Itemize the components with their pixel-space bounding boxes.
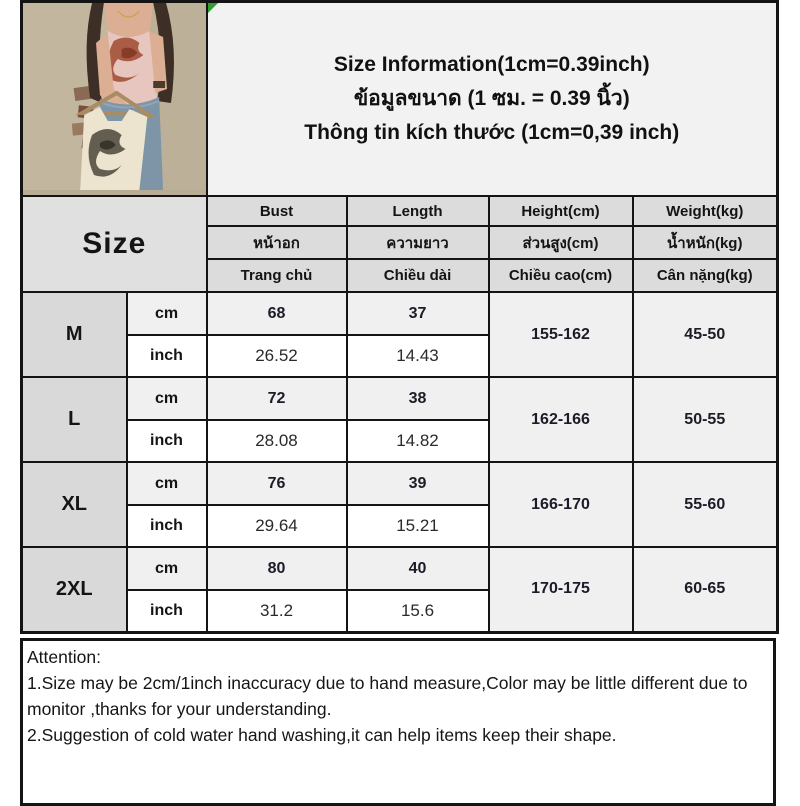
2xl-length-inch: 15.6: [345, 589, 490, 633]
table-row-m-cm: M cm 68 37 155-162 45-50: [20, 291, 779, 378]
2xl-bust-cm: 80: [205, 546, 348, 591]
table-row-2xl-cm: 2XL cm 80 40 170-175 60-65: [20, 546, 779, 633]
col-bust-th: หน้าอก: [205, 225, 348, 260]
title-th: ข้อมูลขนาด (1 ซม. = 0.39 นิ้ว): [353, 86, 630, 110]
unit-cm-label: cm: [125, 461, 208, 506]
title-block: Size Information(1cm=0.39inch) ข้อมูลขนา…: [209, 48, 776, 150]
table-row-l-inch: inch 28.08 14.82: [22, 419, 778, 463]
col-weight-th: น้ำหนัก(kg): [631, 225, 779, 260]
xl-length-cm: 39: [345, 461, 490, 506]
header-row-th: หน้าอก ความยาว ส่วนสูง(cm) น้ำหนัก(kg): [22, 225, 779, 260]
header-row-vi: Trang chủ Chiều dài Chiều cao(cm) Cân nặ…: [22, 258, 779, 293]
corner-flag-icon: [208, 3, 218, 13]
col-height-en: Height(cm): [487, 195, 634, 227]
table-row-l-cm: L cm 72 38 162-166 50-55: [20, 376, 779, 463]
m-bust-cm: 68: [205, 291, 348, 336]
col-bust-vi: Trang chủ: [205, 258, 348, 293]
table-row-xl-inch: inch 29.64 15.21: [22, 504, 778, 548]
l-length-inch: 14.82: [345, 419, 490, 463]
m-length-inch: 14.43: [345, 334, 490, 378]
title-cell: Size Information(1cm=0.39inch) ข้อมูลขนา…: [205, 0, 779, 197]
attention-notes: Attention: 1.Size may be 2cm/1inch inacc…: [20, 637, 776, 806]
unit-cm-label: cm: [125, 291, 208, 336]
size-table: Size Information(1cm=0.39inch) ข้อมูลขนา…: [20, 0, 780, 634]
size-label-m: M: [20, 291, 128, 378]
attention-heading: Attention:: [27, 646, 101, 667]
size-label-l: L: [20, 376, 128, 463]
table-row-xl-cm: XL cm 76 39 166-170 55-60: [20, 461, 779, 548]
2xl-height-range: 170-175: [487, 546, 634, 633]
col-weight-en: Weight(kg): [631, 195, 779, 227]
title-en: Size Information(1cm=0.39inch): [333, 52, 650, 76]
table-row-2xl-inch: inch 31.2 15.6: [22, 589, 778, 633]
product-photo-illustration: [23, 3, 205, 191]
size-chart-sheet: Size Information(1cm=0.39inch) ข้อมูลขนา…: [20, 0, 780, 806]
unit-inch-label: inch: [125, 334, 208, 378]
unit-inch-label: inch: [125, 504, 208, 548]
table-row-m-inch: inch 26.52 14.43: [22, 334, 778, 378]
m-bust-inch: 26.52: [205, 334, 348, 378]
xl-weight-range: 55-60: [631, 461, 779, 548]
header-row-en: Size Bust Length Height(cm) Weight(kg): [20, 195, 779, 293]
attention-note-1: 1.Size may be 2cm/1inch inaccuracy due t…: [27, 672, 748, 719]
col-height-th: ส่วนสูง(cm): [487, 225, 634, 260]
l-weight-range: 50-55: [631, 376, 779, 463]
col-bust-en: Bust: [205, 195, 348, 227]
m-height-range: 155-162: [487, 291, 634, 378]
l-bust-cm: 72: [205, 376, 348, 421]
xl-length-inch: 15.21: [345, 504, 490, 548]
l-bust-inch: 28.08: [205, 419, 348, 463]
xl-bust-inch: 29.64: [205, 504, 348, 548]
product-photo: [20, 0, 208, 197]
unit-inch-label: inch: [125, 419, 208, 463]
unit-cm-label: cm: [125, 546, 208, 591]
top-row: Size Information(1cm=0.39inch) ข้อมูลขนา…: [20, 0, 779, 197]
2xl-length-cm: 40: [345, 546, 490, 591]
2xl-bust-inch: 31.2: [205, 589, 348, 633]
m-length-cm: 37: [345, 291, 490, 336]
size-label-2xl: 2XL: [20, 546, 128, 633]
unit-cm-label: cm: [125, 376, 208, 421]
xl-bust-cm: 76: [205, 461, 348, 506]
xl-height-range: 166-170: [487, 461, 634, 548]
col-length-vi: Chiều dài: [345, 258, 490, 293]
2xl-weight-range: 60-65: [631, 546, 779, 633]
unit-inch-label: inch: [125, 589, 208, 633]
title-vi: Thông tin kích thước (1cm=0,39 inch): [304, 121, 680, 144]
size-label-xl: XL: [20, 461, 128, 548]
m-weight-range: 45-50: [631, 291, 779, 378]
l-length-cm: 38: [345, 376, 490, 421]
col-weight-vi: Cân nặng(kg): [631, 258, 779, 293]
col-length-th: ความยาว: [345, 225, 490, 260]
attention-note-2: 2.Suggestion of cold water hand washing,…: [27, 725, 617, 746]
size-header: Size: [20, 195, 208, 293]
col-height-vi: Chiều cao(cm): [487, 258, 634, 293]
l-height-range: 162-166: [487, 376, 634, 463]
col-length-en: Length: [345, 195, 490, 227]
